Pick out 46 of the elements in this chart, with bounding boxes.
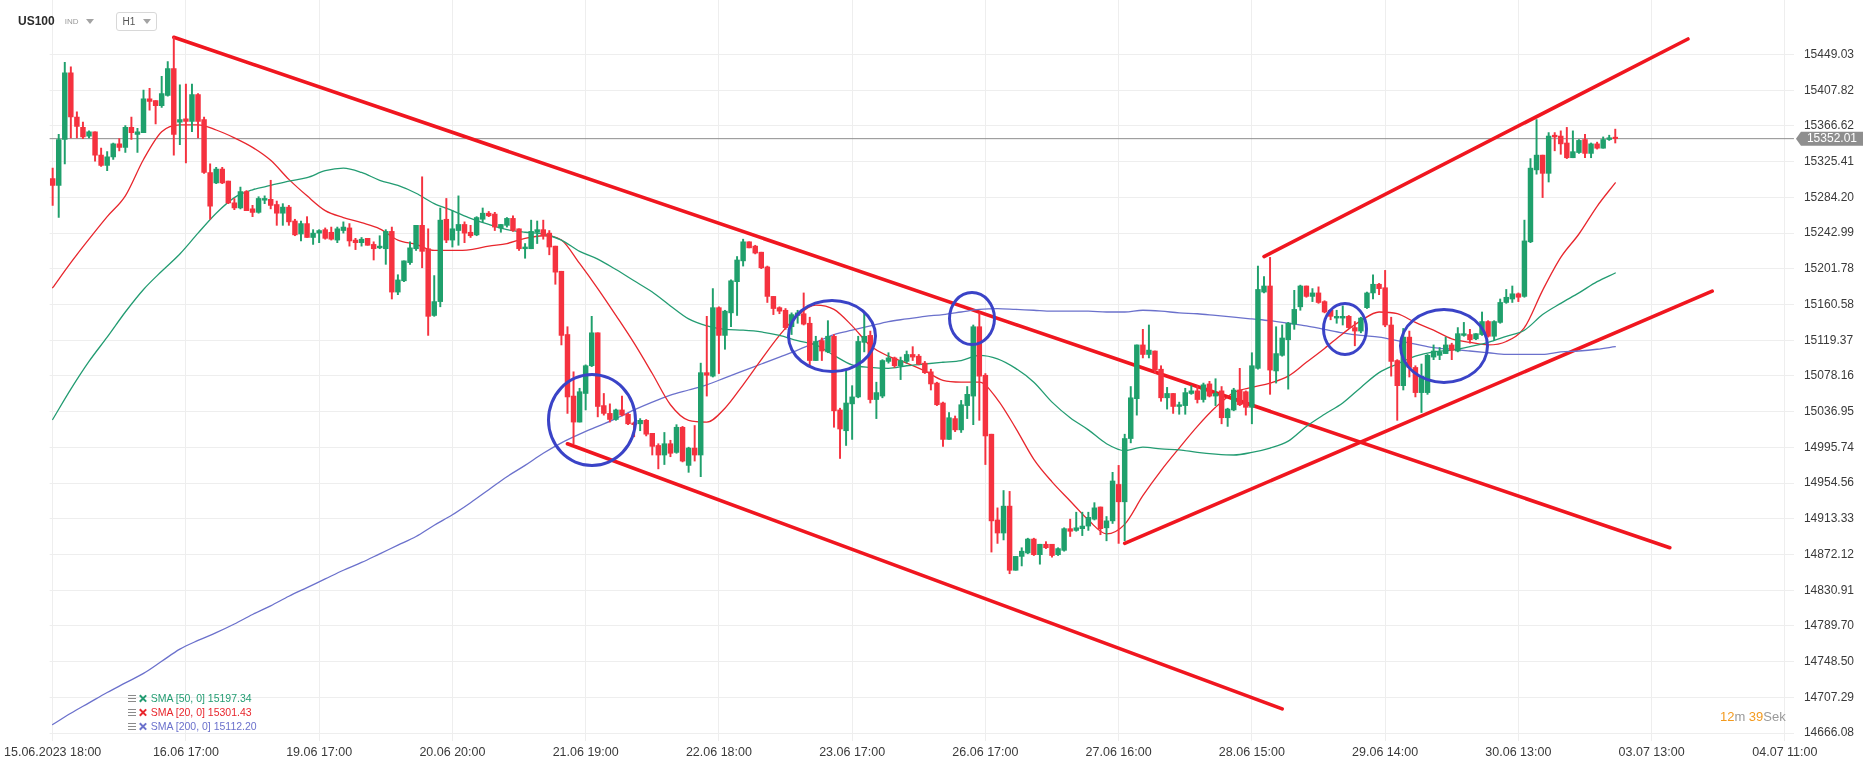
y-tick-label: 14707.29 <box>1803 689 1855 704</box>
x-tick-label: 19.06 17:00 <box>286 744 353 759</box>
x-tick-label: 23.06 17:00 <box>819 744 886 759</box>
y-tick-label: 15119.37 <box>1803 332 1854 347</box>
legend-label: SMA [50, 0] 15197.34 <box>150 692 252 704</box>
x-tick-label: 20.06 20:00 <box>419 744 486 759</box>
y-tick-label: 14830.91 <box>1803 582 1855 597</box>
y-tick-label: 14995.74 <box>1803 439 1855 454</box>
y-tick-label: 15284.20 <box>1803 189 1855 204</box>
y-tick-label: 15036.95 <box>1803 404 1855 419</box>
annotation: 12m 39Sek <box>1719 709 1786 724</box>
y-tick-label: 14872.12 <box>1803 546 1855 561</box>
y-tick-label: 15407.82 <box>1803 82 1855 97</box>
legend-label: SMA [20, 0] 15301.43 <box>150 706 252 718</box>
y-tick-label: 15449.03 <box>1803 46 1855 61</box>
y-tick-label: 15242.99 <box>1803 225 1855 240</box>
y-tick-label: 15160.58 <box>1803 296 1855 311</box>
ref-line-label: 15352.01 <box>1806 131 1858 146</box>
y-tick-label: 15078.16 <box>1803 368 1855 383</box>
x-tick-label: 27.06 16:00 <box>1085 744 1152 759</box>
text: IND <box>64 16 79 26</box>
legend-label: SMA [200, 0] 15112.20 <box>150 720 257 732</box>
y-tick-label: 15201.78 <box>1803 261 1855 276</box>
x-tick-label: 21.06 19:00 <box>552 744 619 759</box>
y-tick-label: 15366.62 <box>1803 118 1855 133</box>
x-tick-label: 22.06 18:00 <box>685 744 752 759</box>
x-tick-label: 30.06 13:00 <box>1485 744 1552 759</box>
y-tick-label: 15325.41 <box>1803 154 1855 169</box>
y-tick-label: 14666.08 <box>1803 725 1855 740</box>
x-tick-label: 15.06.2023 18:00 <box>4 744 102 759</box>
y-tick-label: 14913.33 <box>1803 511 1855 526</box>
x-tick-label: 04.07 11:00 <box>1752 744 1818 759</box>
y-tick-label: 14789.70 <box>1803 618 1855 633</box>
candlestick <box>704 316 710 397</box>
dropdown-field: H1 <box>116 11 158 31</box>
x-tick-label: 28.06 15:00 <box>1218 744 1285 759</box>
y-tick-label: 14954.56 <box>1803 475 1855 490</box>
text: US100 <box>18 14 55 28</box>
candlestick <box>177 84 183 146</box>
x-tick-label: 29.06 14:00 <box>1352 744 1419 759</box>
y-tick-label: 14748.50 <box>1803 654 1855 669</box>
annotation: H1 <box>122 15 136 27</box>
x-tick-label: 03.07 13:00 <box>1618 744 1685 759</box>
candlestick <box>183 83 189 164</box>
x-tick-label: 16.06 17:00 <box>152 744 219 759</box>
x-tick-label: 26.06 17:00 <box>952 744 1019 759</box>
